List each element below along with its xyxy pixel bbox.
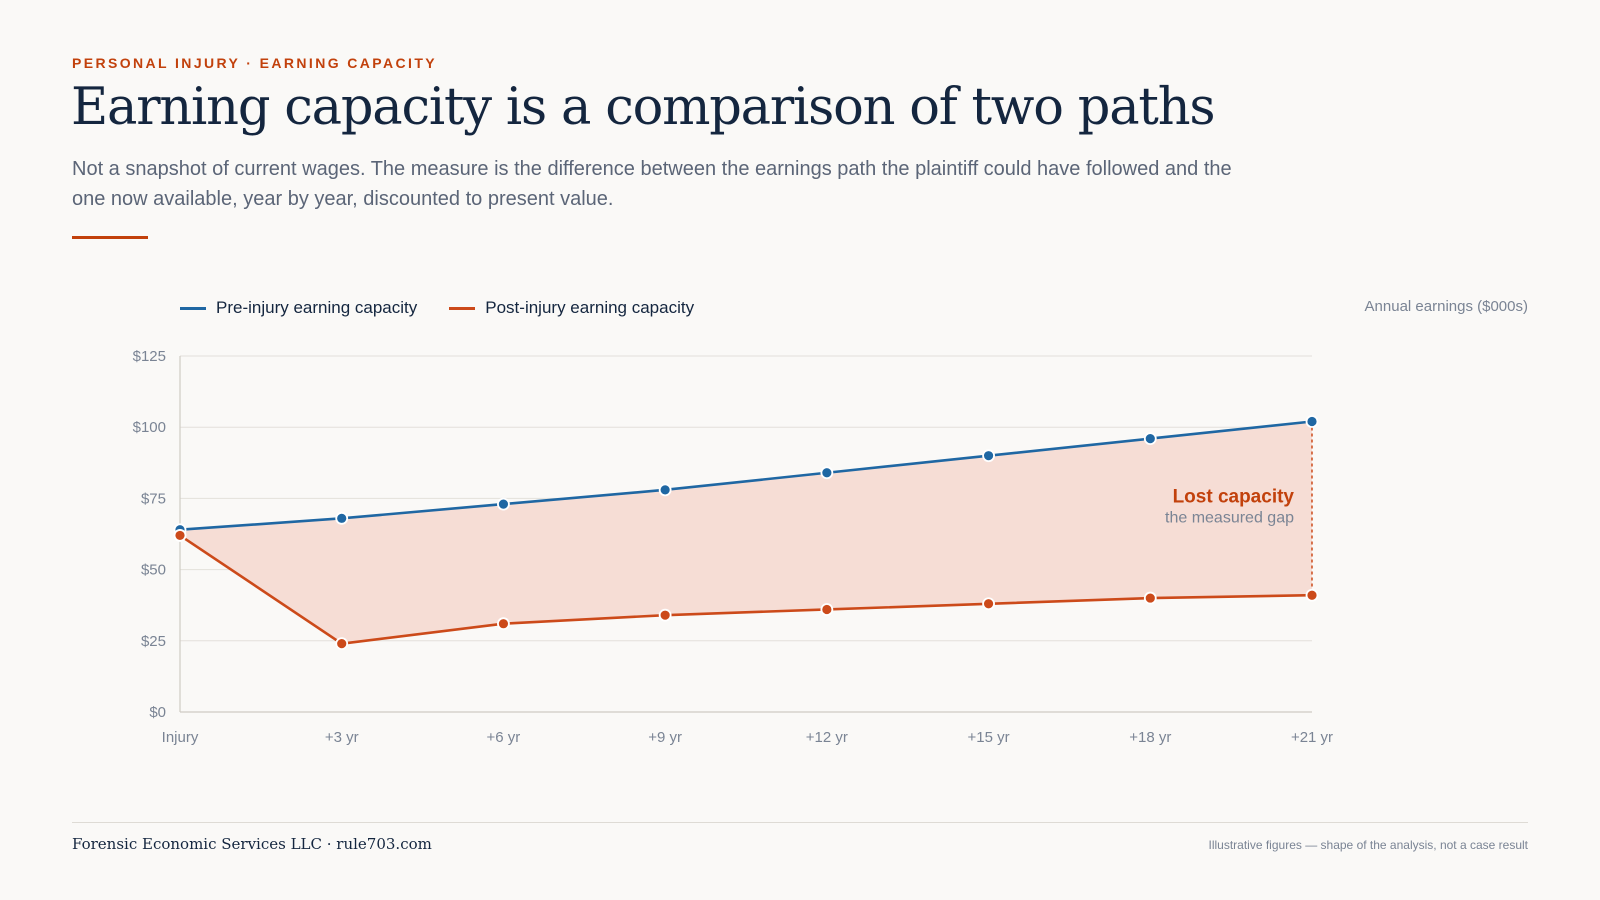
page-title: Earning capacity is a comparison of two …	[71, 78, 1216, 137]
pre-injury-point	[820, 466, 834, 480]
x-tick-label: Injury	[162, 729, 199, 746]
earning-capacity-chart: $0 $25 $50 $75 $100 $125 Injury +3 yr +6 yr +9 yr…	[133, 348, 1333, 746]
eyebrow-label: PERSONAL INJURY · EARNING CAPACITY	[72, 55, 438, 71]
legend-item-post-injury: Post-injury earning capacity	[449, 298, 694, 318]
legend-item-pre-injury: Pre-injury earning capacity	[180, 298, 417, 318]
annotation-title: Lost capacity	[1173, 487, 1295, 508]
pre-injury-point	[1305, 415, 1319, 428]
page-subtitle: Not a snapshot of current wages. The mea…	[72, 158, 1232, 210]
post-injury-point	[1305, 588, 1319, 602]
footer-divider	[72, 822, 1528, 823]
post-injury-point	[658, 608, 672, 622]
pre-injury-line	[179, 420, 1313, 532]
post-injury-point	[497, 617, 510, 631]
legend-swatch-post-injury	[449, 306, 476, 310]
post-injury-point	[982, 597, 995, 611]
legend-label-post-injury: Post-injury earning capacity	[485, 298, 695, 317]
post-injury-point	[820, 603, 834, 616]
post-injury-point	[1143, 591, 1157, 605]
y-tick-label: $25	[141, 633, 166, 650]
accent-rule	[72, 236, 148, 239]
lost-capacity-area	[180, 421, 1312, 644]
x-tick-label: +18 yr	[1129, 729, 1171, 746]
x-tick-label: +9 yr	[648, 729, 682, 746]
annotation-subtitle: the measured gap	[1165, 510, 1294, 527]
y-axis-unit-label: Annual earnings ($000s)	[1364, 298, 1528, 315]
chart-legend: Pre-injury earning capacity Post-injury …	[180, 298, 694, 318]
pre-injury-point	[982, 449, 995, 463]
post-injury-line	[179, 534, 1313, 645]
post-injury-point	[173, 529, 187, 542]
x-tick-label: +12 yr	[806, 729, 848, 746]
legend-swatch-pre-injury	[180, 306, 206, 310]
pre-injury-point	[335, 511, 349, 525]
y-tick-label: $100	[133, 419, 166, 436]
x-tick-label: +6 yr	[487, 729, 521, 746]
x-tick-label: +3 yr	[325, 729, 359, 746]
footer-disclaimer: Illustrative figures — shape of the anal…	[1208, 838, 1529, 852]
post-injury-point	[335, 637, 349, 651]
y-tick-label: $125	[133, 348, 166, 365]
pre-injury-point	[497, 497, 510, 511]
pre-injury-point	[658, 483, 672, 497]
y-tick-label: $75	[141, 490, 166, 507]
x-tick-label: +15 yr	[968, 729, 1010, 746]
x-tick-label: +21 yr	[1291, 729, 1333, 746]
legend-label-pre-injury: Pre-injury earning capacity	[216, 298, 418, 317]
y-tick-label: $0	[149, 704, 166, 721]
pre-injury-point	[1143, 432, 1157, 445]
footer-firm: Forensic Economic Services LLC · rule703…	[72, 835, 432, 853]
y-tick-label: $50	[141, 562, 166, 579]
